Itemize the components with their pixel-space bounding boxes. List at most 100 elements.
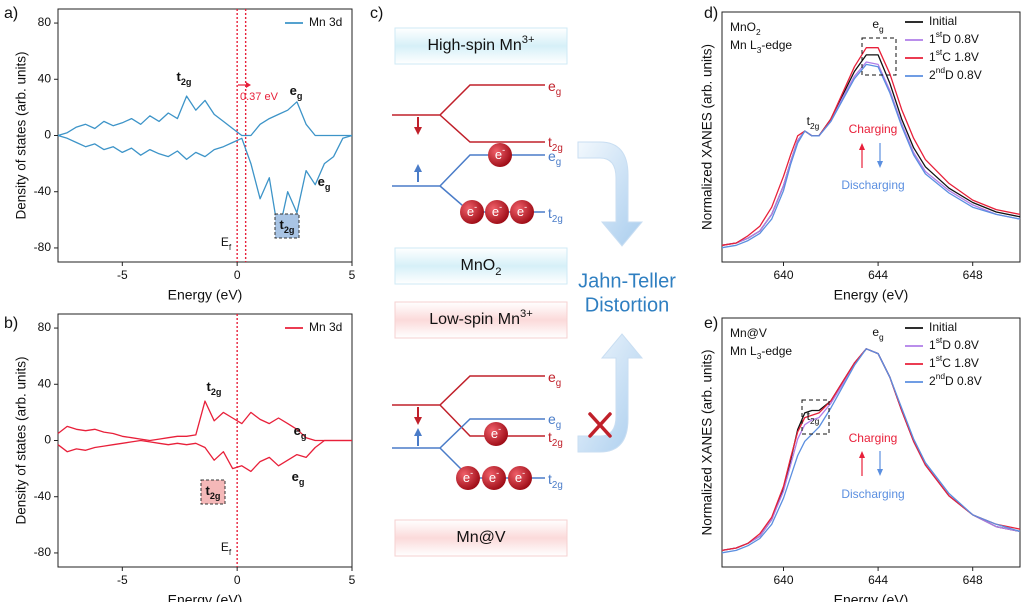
dashed-box [801, 399, 830, 435]
plot-frame [721, 11, 1021, 263]
panel-label: b) [4, 315, 18, 332]
electron [508, 466, 532, 490]
electron-label: e- [491, 424, 501, 441]
y-axis-label: Normalized XANES (arb. units) [700, 44, 715, 230]
annotation: Mn L3-edge [730, 344, 792, 361]
x-axis-label: Energy (eV) [834, 592, 909, 602]
legend-label: 1stD 0.8V [929, 29, 979, 46]
annotation: eg [294, 423, 307, 441]
panel-label: d) [704, 5, 718, 22]
spin-arrow-head [414, 127, 422, 135]
annotation: t2g [177, 69, 192, 87]
electron-label: e- [515, 468, 525, 485]
y-tick-label: -80 [34, 545, 52, 559]
annotation: eg [318, 174, 331, 192]
annotation: Charging [849, 122, 898, 136]
state-label: High-spin Mn3+ [427, 34, 534, 54]
discharge-arrow-head [877, 469, 883, 476]
electron-label: e- [489, 468, 499, 485]
x-tick-label: 648 [963, 573, 983, 587]
series-line [57, 400, 352, 442]
x-tick-label: -5 [117, 573, 128, 587]
x-axis-label: Energy (eV) [834, 287, 909, 303]
level-label: t2g [548, 429, 563, 449]
series-line [721, 54, 1021, 246]
annotation: Ef [221, 235, 232, 252]
annotation: t2g [207, 379, 222, 397]
blocked-mark [588, 412, 612, 438]
annotation: eg [290, 83, 303, 101]
state-label: Mn@V [456, 529, 505, 546]
plot-frame [721, 317, 1021, 568]
spin-arrow-head [414, 428, 422, 436]
annotation: Ef [221, 540, 232, 557]
annotation: eg [872, 17, 884, 34]
y-axis-label: Normalized XANES (arb. units) [700, 349, 715, 535]
x-tick-label: 640 [773, 268, 793, 282]
y-axis-label: Density of states (arb. units) [14, 51, 29, 219]
y-tick-label: 0 [44, 433, 51, 447]
y-tick-label: -80 [34, 240, 52, 254]
y-tick-label: 40 [38, 376, 52, 390]
x-tick-label: -5 [117, 268, 128, 282]
electron [456, 466, 480, 490]
y-tick-label: -40 [34, 184, 52, 198]
y-tick-label: 0 [44, 128, 51, 142]
annotation: eg [292, 469, 305, 487]
panel-label: e) [704, 315, 718, 332]
discharge-arrow-head [877, 161, 883, 168]
plot-frame [57, 313, 353, 568]
annotation: MnO2 [730, 20, 761, 37]
caption: Jahn-Teller [578, 270, 676, 292]
charge-arrow-head [859, 451, 865, 458]
legend-label: 2ndD 0.8V [929, 371, 982, 388]
electron [460, 200, 484, 224]
annotation: t2g [206, 483, 221, 501]
state-box [394, 27, 568, 65]
highlight-box [274, 213, 300, 239]
annotation: t2g [280, 217, 295, 235]
x-tick-label: 644 [868, 573, 888, 587]
series-line [57, 95, 352, 137]
series-line [721, 61, 1021, 246]
state-box [394, 301, 568, 339]
annotation: t2g [807, 409, 820, 426]
electron [484, 422, 508, 446]
legend-label: 1stC 1.8V [929, 353, 979, 370]
energy-level [392, 375, 545, 437]
electron-label: e- [517, 202, 527, 219]
electron-label: e- [467, 202, 477, 219]
electron-label: e- [495, 145, 505, 162]
dashed-box [861, 37, 897, 76]
state-label: MnO2 [461, 257, 502, 278]
level-label: eg [548, 369, 561, 389]
annotation: Discharging [841, 178, 904, 192]
y-tick-label: -40 [34, 489, 52, 503]
annotation: Mn L3-edge [730, 38, 792, 55]
level-label: t2g [548, 205, 563, 225]
series-line [721, 348, 1021, 552]
annotation: eg [872, 325, 884, 342]
annotation: Discharging [841, 487, 904, 501]
y-tick-label: 80 [38, 15, 52, 29]
electron [488, 143, 512, 167]
electron [510, 200, 534, 224]
level-label: t2g [548, 134, 563, 154]
electron [485, 200, 509, 224]
legend-label: Initial [929, 320, 957, 334]
annotation: Charging [849, 431, 898, 445]
shift-arrow-head [246, 82, 251, 88]
series-line [57, 134, 353, 235]
level-label: eg [548, 78, 561, 98]
y-axis-label: Density of states (arb. units) [14, 356, 29, 524]
panel-label: c) [370, 5, 383, 22]
series-line [721, 47, 1021, 246]
legend-label: Mn 3d [309, 320, 342, 334]
legend-label: 1stD 0.8V [929, 335, 979, 352]
energy-level [392, 84, 545, 143]
state-box [394, 519, 568, 557]
series-line [721, 348, 1021, 554]
plot-frame [57, 8, 353, 263]
annotation: Mn@V [730, 326, 767, 340]
